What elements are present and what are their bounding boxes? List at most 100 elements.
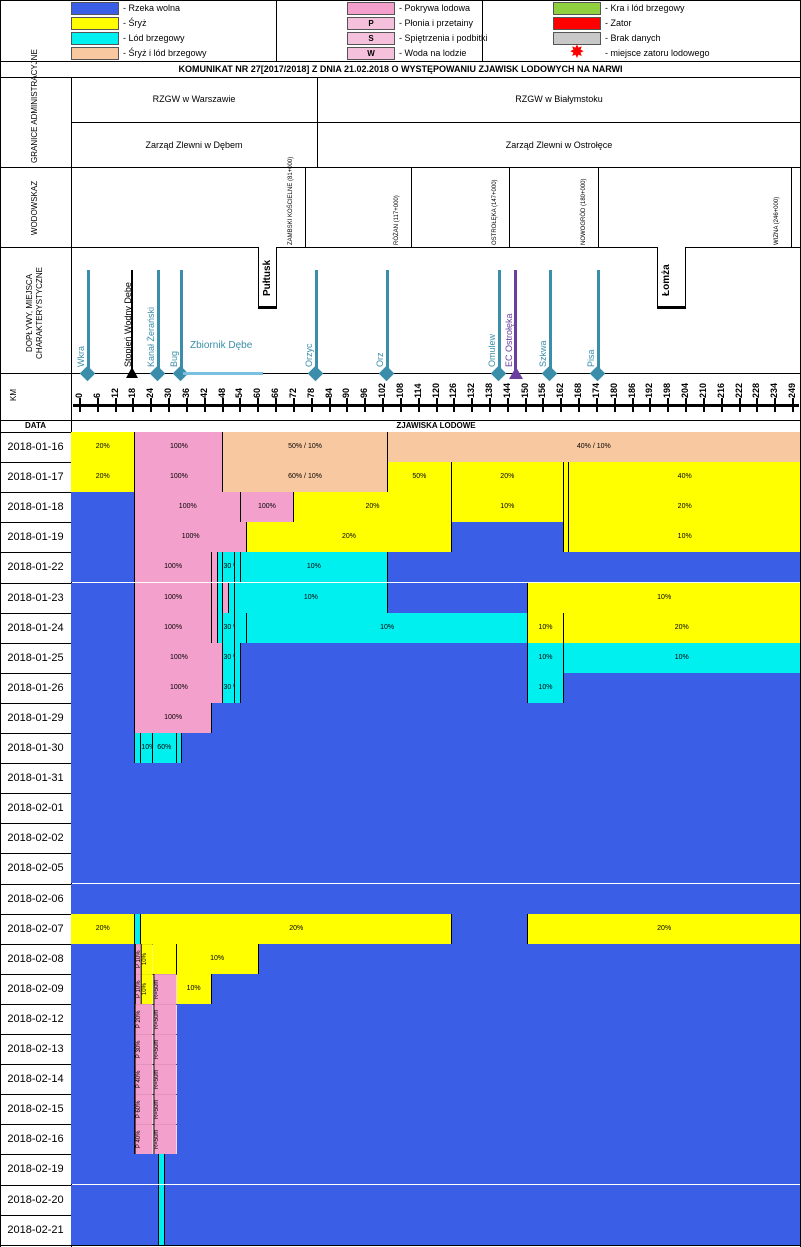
ice-segment: 30 %	[223, 642, 236, 673]
km-tick	[417, 398, 420, 412]
km-tick-label: 90	[341, 387, 352, 398]
grid-vline	[317, 77, 318, 167]
km-tick	[168, 398, 171, 412]
km-tick	[542, 398, 545, 412]
tributary-diamond-icon	[541, 365, 558, 382]
ice-segment	[563, 462, 570, 493]
ice-segment	[71, 522, 136, 553]
ice-segment	[71, 1064, 136, 1095]
ice-segment: P 30%	[135, 1034, 154, 1065]
km-tick-label: 162	[555, 382, 566, 398]
row-date: 2018-02-09	[7, 982, 64, 995]
km-tick-label: 174	[590, 382, 601, 398]
ice-segment	[182, 733, 801, 764]
km-tick	[667, 398, 670, 412]
legend-label: - Śryż i lód brzegowy	[123, 48, 207, 58]
row-date: 2018-01-22	[7, 561, 64, 574]
ice-segment: 10%	[141, 973, 154, 1004]
reservoir-label: Zbiornik Dębe	[190, 340, 253, 351]
km-tick	[310, 398, 313, 412]
tributary-line	[157, 270, 160, 370]
ice-segment: 30 %	[223, 612, 236, 643]
town-label: Łomża	[661, 264, 672, 296]
km-tick	[257, 398, 260, 412]
km-tick	[560, 398, 563, 412]
ice-segment: 10%	[241, 552, 388, 583]
ice-segment	[223, 582, 230, 613]
ice-segment	[71, 612, 136, 643]
ice-segment: P 40%	[135, 1124, 154, 1155]
ice-segment	[563, 672, 801, 703]
km-tick	[756, 398, 759, 412]
km-tick-label: 186	[626, 382, 637, 398]
tributary-label: Omulew	[487, 333, 497, 367]
ice-segment	[164, 1184, 801, 1215]
ice-segment	[217, 582, 224, 613]
row-date: 2018-02-12	[7, 1012, 64, 1025]
ice-segment: 20%	[71, 462, 136, 493]
km-tick	[203, 398, 206, 412]
ice-segment	[217, 612, 224, 643]
reservoir-line	[183, 372, 263, 375]
km-tick-label: 108	[394, 382, 405, 398]
ice-segment	[71, 853, 801, 884]
row-date: 2018-02-15	[7, 1103, 64, 1116]
ice-segment	[211, 973, 801, 1004]
ice-segment	[387, 552, 801, 583]
ice-segment: 50% / 10%	[223, 432, 388, 463]
km-tick-label: 156	[537, 382, 548, 398]
plant-line	[514, 270, 517, 370]
legend-label: - Rzeka wolna	[123, 3, 181, 13]
km-tick	[774, 398, 777, 412]
ice-segment	[235, 612, 247, 643]
tributary-label: Pisa	[586, 349, 596, 367]
km-tick-label: 180	[608, 382, 619, 398]
ice-segment: 100%	[135, 672, 224, 703]
km-tick-label: 30	[163, 387, 174, 398]
dam-label: Stopień Wodny Dębe	[123, 282, 133, 367]
town-box	[657, 247, 686, 309]
km-tick-label: 249	[787, 382, 797, 398]
legend-label: - miejsce zatoru lodowego	[605, 48, 710, 58]
ice-segment	[71, 672, 136, 703]
km-tick	[275, 398, 278, 412]
tributary-diamond-icon	[378, 365, 395, 382]
km-tick	[435, 398, 438, 412]
km-tick	[132, 398, 135, 412]
ice-segment	[241, 642, 529, 673]
ice-segment	[258, 943, 801, 974]
ice-segment: R=50m	[153, 1003, 177, 1034]
legend-label: - Spiętrzenia i podbitki	[399, 33, 488, 43]
km-tick-label: 150	[519, 382, 530, 398]
ice-segment: 40% / 10%	[387, 432, 801, 463]
ice-segment: 20%	[71, 432, 136, 463]
km-tick	[96, 398, 99, 412]
km-tick	[150, 398, 153, 412]
km-tick	[720, 398, 723, 412]
km-tick-label: 12	[109, 387, 120, 398]
km-tick	[239, 398, 242, 412]
row-date: 2018-02-07	[7, 922, 64, 935]
km-tick	[221, 398, 224, 412]
ice-segment: 100%	[135, 432, 224, 463]
legend-swatch: S	[347, 32, 395, 45]
legend-swatch	[347, 2, 395, 15]
km-tick	[382, 398, 385, 412]
ice-segment	[176, 1064, 801, 1095]
legend-swatch-star: ✸	[570, 44, 584, 61]
tributary-label: Bug	[169, 350, 179, 367]
legend-label: - Brak danych	[605, 33, 661, 43]
phenomena-header-label: ZJAWISKA LODOWE	[396, 421, 476, 430]
km-tick-label: 84	[323, 387, 334, 398]
km-tick	[364, 398, 367, 412]
tributary-line	[549, 270, 552, 370]
ice-segment: 20%	[293, 492, 453, 523]
tributary-diamond-icon	[79, 365, 96, 382]
ice-segment: P 20%	[135, 1003, 154, 1034]
ice-segment	[153, 943, 177, 974]
ice-segment	[452, 522, 564, 553]
row-date: 2018-01-16	[7, 441, 64, 453]
ice-segment: R=50m	[153, 1124, 177, 1155]
ice-segment	[71, 492, 136, 523]
km-tick-label: 234	[769, 382, 780, 398]
